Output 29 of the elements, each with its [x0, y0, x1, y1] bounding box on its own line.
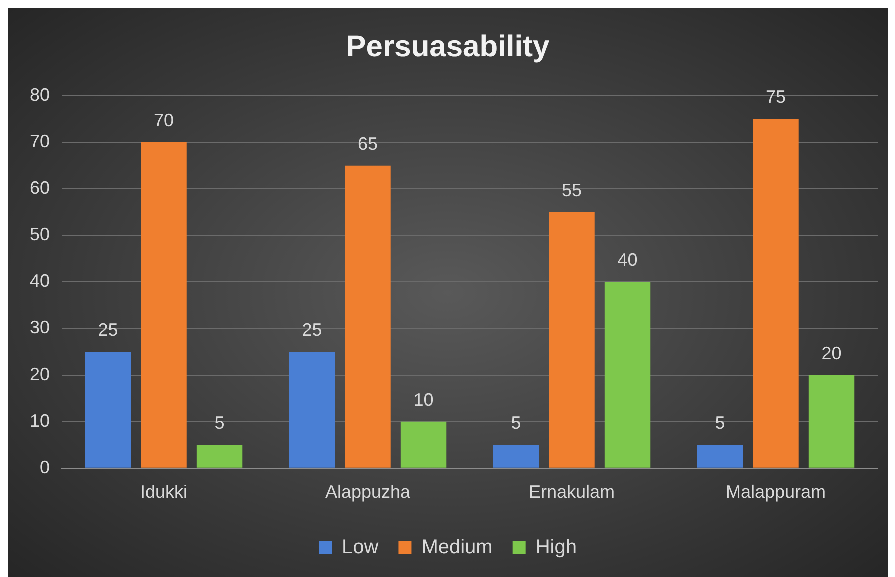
y-tick-label: 0 [40, 457, 50, 478]
y-tick-label: 70 [30, 132, 50, 152]
data-label: 40 [618, 250, 638, 270]
y-tick-label: 10 [30, 410, 50, 431]
y-tick-label: 40 [30, 271, 50, 292]
data-label: 75 [766, 87, 786, 108]
legend-label: High [536, 536, 577, 559]
data-label: 5 [715, 413, 726, 434]
y-tick-label: 80 [30, 84, 50, 105]
legend-label: Low [342, 536, 380, 559]
legend-label: Medium [422, 536, 493, 559]
x-tick-label: Malappuram [726, 482, 826, 502]
x-tick-label: Idukki [140, 482, 188, 502]
data-label: 55 [562, 180, 582, 200]
data-label: 25 [98, 320, 118, 340]
data-label: 10 [414, 390, 434, 410]
data-label: 20 [822, 343, 842, 364]
y-tick-label: 60 [30, 178, 50, 198]
y-tick-label: 20 [30, 364, 50, 384]
chart-title: Persuasability [346, 30, 550, 64]
data-label: 70 [154, 110, 174, 131]
x-tick-label: Alappuzha [325, 482, 412, 502]
y-tick-label: 50 [30, 224, 50, 245]
data-label: 65 [358, 134, 378, 154]
y-tick-label: 30 [30, 318, 50, 338]
data-label: 25 [302, 320, 322, 340]
data-label: 5 [511, 413, 522, 434]
data-label: 5 [214, 413, 225, 434]
x-tick-label: Ernakulam [528, 482, 616, 502]
